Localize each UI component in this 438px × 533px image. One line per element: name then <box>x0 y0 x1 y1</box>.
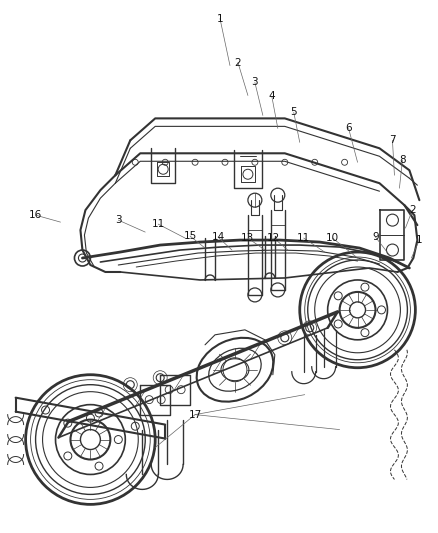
Text: 6: 6 <box>345 123 352 133</box>
Text: 7: 7 <box>389 135 396 146</box>
Text: 2: 2 <box>409 205 416 215</box>
Text: 3: 3 <box>251 77 258 87</box>
Text: 11: 11 <box>152 219 165 229</box>
Text: 16: 16 <box>29 210 42 220</box>
Text: 12: 12 <box>267 233 280 243</box>
Text: 1: 1 <box>217 14 223 23</box>
Text: 11: 11 <box>297 233 311 243</box>
Text: 8: 8 <box>399 155 406 165</box>
Text: 1: 1 <box>416 235 423 245</box>
Text: 14: 14 <box>212 232 225 242</box>
Text: 9: 9 <box>372 232 379 242</box>
Text: 2: 2 <box>235 58 241 68</box>
Text: 5: 5 <box>290 108 297 117</box>
Text: 17: 17 <box>188 410 202 419</box>
Text: 15: 15 <box>184 231 197 241</box>
Text: 13: 13 <box>241 233 254 243</box>
Text: 10: 10 <box>326 233 339 243</box>
Text: 4: 4 <box>268 92 275 101</box>
Text: 3: 3 <box>115 215 122 225</box>
